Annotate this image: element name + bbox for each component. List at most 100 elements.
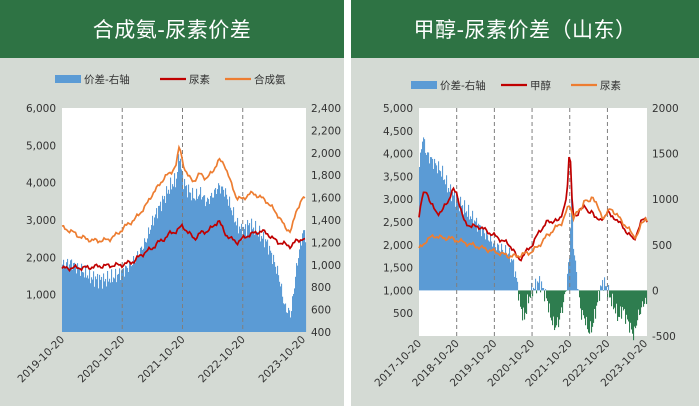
spread-bar [159,205,161,332]
spread-bar [609,290,611,298]
spread-bar [488,240,490,291]
spread-bar [528,290,530,304]
spread-bar [288,307,290,332]
spread-bar [305,242,307,332]
spread-bar [79,268,81,332]
spread-bar [446,175,448,291]
spread-bar [110,282,112,332]
spread-bar [236,225,238,332]
spread-bar [120,279,122,332]
legend-swatch [55,75,81,83]
spread-bar [101,276,103,332]
right-axis-tick-label: 1,400 [311,215,341,227]
spread-bar [546,290,548,299]
spread-bar [574,255,576,291]
spread-bar [619,290,621,318]
spread-bar [299,249,301,332]
spread-bar [258,236,260,332]
left-axis-tick-label: 6,000 [26,103,56,115]
spread-bar [160,201,162,332]
legend-label: 尿素 [600,79,621,92]
spread-bar [541,281,543,291]
spread-bar [276,273,278,332]
spread-bar [82,272,84,332]
spread-bar [646,290,648,305]
spread-bar [264,247,266,332]
spread-bar [598,290,600,292]
spread-bar [294,288,296,332]
spread-bar [65,267,67,332]
spread-bar [251,218,253,332]
left-axis-tick-label: 500 [393,308,413,320]
spread-bar [81,263,83,332]
spread-bar [279,281,281,332]
x-axis-tick-label: 2023-10-20 [256,334,308,386]
spread-bar [568,262,570,291]
spread-bar [464,200,466,291]
spread-bar [91,277,93,332]
spread-bar [501,243,503,291]
spread-bar [642,290,644,302]
spread-bar [557,290,559,318]
spread-bar [491,241,493,291]
spread-bar [144,238,146,332]
spread-bar [182,172,184,332]
spread-bar [627,290,629,320]
spread-bar [629,290,631,333]
spread-bar [222,186,224,332]
spread-bar [483,229,485,291]
spread-bar [283,303,285,332]
spread-bar [572,207,574,291]
spread-bar [293,293,295,332]
spread-bar [475,221,477,291]
spread-bar [634,290,636,327]
spread-bar [218,183,220,332]
spread-bar [559,290,561,320]
spread-bar [549,290,551,304]
spread-bar [504,252,506,291]
spread-bar [439,170,441,291]
spread-bar [432,158,434,291]
spread-bar [530,290,532,298]
spread-bar [72,269,74,332]
spread-bar [282,296,284,332]
spread-bar [614,290,616,308]
spread-bar [259,225,261,332]
spread-bar [442,165,444,291]
spread-bar [580,290,582,309]
right-axis-tick-label: 2,400 [311,103,341,115]
spread-bar [302,233,304,332]
series-line [61,220,306,273]
spread-bar [130,263,132,332]
spread-bar [149,233,151,332]
spread-bar [429,163,431,291]
spread-bar [465,212,467,291]
spread-bar [612,290,614,294]
spread-bar [75,264,77,332]
right-axis-tick-label: 2,200 [311,125,341,137]
spread-bar [536,290,538,294]
spread-bar [286,312,288,332]
spread-bar [618,290,620,317]
right-axis-tick-label: 2,000 [311,148,341,160]
spread-bar [189,192,191,332]
left-axis-tick-label: 3,000 [26,215,56,227]
spread-bar [152,215,154,332]
spread-bar [515,271,517,291]
spread-bar [544,290,546,302]
spread-bar [427,152,429,291]
spread-bar [526,290,528,314]
spread-bar [487,235,489,291]
spread-bar [434,158,436,291]
spread-bar [558,290,560,328]
spread-bar [579,290,581,298]
spread-bar [270,250,272,332]
spread-bar [129,260,131,332]
spread-bar [632,290,634,334]
spread-bar [113,277,115,332]
spread-bar [156,208,158,332]
spread-bar [507,254,509,291]
spread-bar [68,267,70,332]
spread-bar [616,290,618,304]
spread-bar [150,229,152,332]
